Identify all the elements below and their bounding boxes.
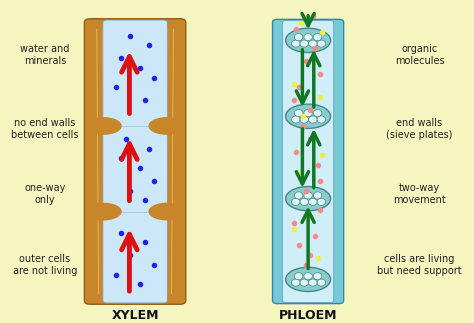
Ellipse shape — [300, 198, 309, 205]
Ellipse shape — [294, 34, 303, 41]
Ellipse shape — [285, 186, 331, 211]
Ellipse shape — [317, 279, 326, 286]
Text: water and
minerals: water and minerals — [20, 44, 70, 66]
Ellipse shape — [309, 198, 317, 205]
Text: organic
molecules: organic molecules — [395, 44, 444, 66]
Ellipse shape — [300, 116, 309, 123]
Ellipse shape — [292, 198, 300, 205]
Ellipse shape — [285, 28, 331, 52]
Ellipse shape — [313, 273, 322, 280]
Ellipse shape — [85, 117, 122, 135]
Text: end walls
(sieve plates): end walls (sieve plates) — [386, 119, 453, 140]
Text: XYLEM: XYLEM — [111, 309, 159, 322]
Text: PHLOEM: PHLOEM — [279, 309, 337, 322]
Text: outer cells
are not living: outer cells are not living — [13, 254, 77, 276]
Text: no end walls
between cells: no end walls between cells — [11, 119, 79, 140]
Ellipse shape — [304, 192, 312, 199]
Ellipse shape — [309, 40, 317, 47]
Ellipse shape — [148, 117, 185, 135]
Ellipse shape — [294, 273, 303, 280]
Ellipse shape — [294, 109, 303, 117]
Ellipse shape — [85, 203, 122, 221]
Ellipse shape — [300, 279, 309, 286]
Ellipse shape — [309, 279, 317, 286]
Ellipse shape — [292, 279, 300, 286]
Ellipse shape — [292, 40, 300, 47]
Ellipse shape — [313, 109, 322, 117]
FancyBboxPatch shape — [273, 19, 344, 304]
FancyBboxPatch shape — [103, 20, 167, 303]
Ellipse shape — [317, 198, 326, 205]
Ellipse shape — [292, 116, 300, 123]
Ellipse shape — [317, 116, 326, 123]
Ellipse shape — [300, 40, 309, 47]
Ellipse shape — [294, 192, 303, 199]
Ellipse shape — [317, 40, 326, 47]
Ellipse shape — [304, 109, 312, 117]
FancyBboxPatch shape — [283, 21, 334, 302]
FancyBboxPatch shape — [84, 19, 186, 304]
Ellipse shape — [313, 34, 322, 41]
Ellipse shape — [304, 34, 312, 41]
Ellipse shape — [304, 273, 312, 280]
Text: one-way
only: one-way only — [24, 183, 66, 204]
Text: cells are living
but need support: cells are living but need support — [377, 254, 462, 276]
Ellipse shape — [309, 116, 317, 123]
Text: two-way
movement: two-way movement — [393, 183, 446, 204]
Ellipse shape — [148, 203, 185, 221]
Ellipse shape — [285, 104, 331, 128]
Ellipse shape — [285, 267, 331, 291]
Ellipse shape — [313, 192, 322, 199]
